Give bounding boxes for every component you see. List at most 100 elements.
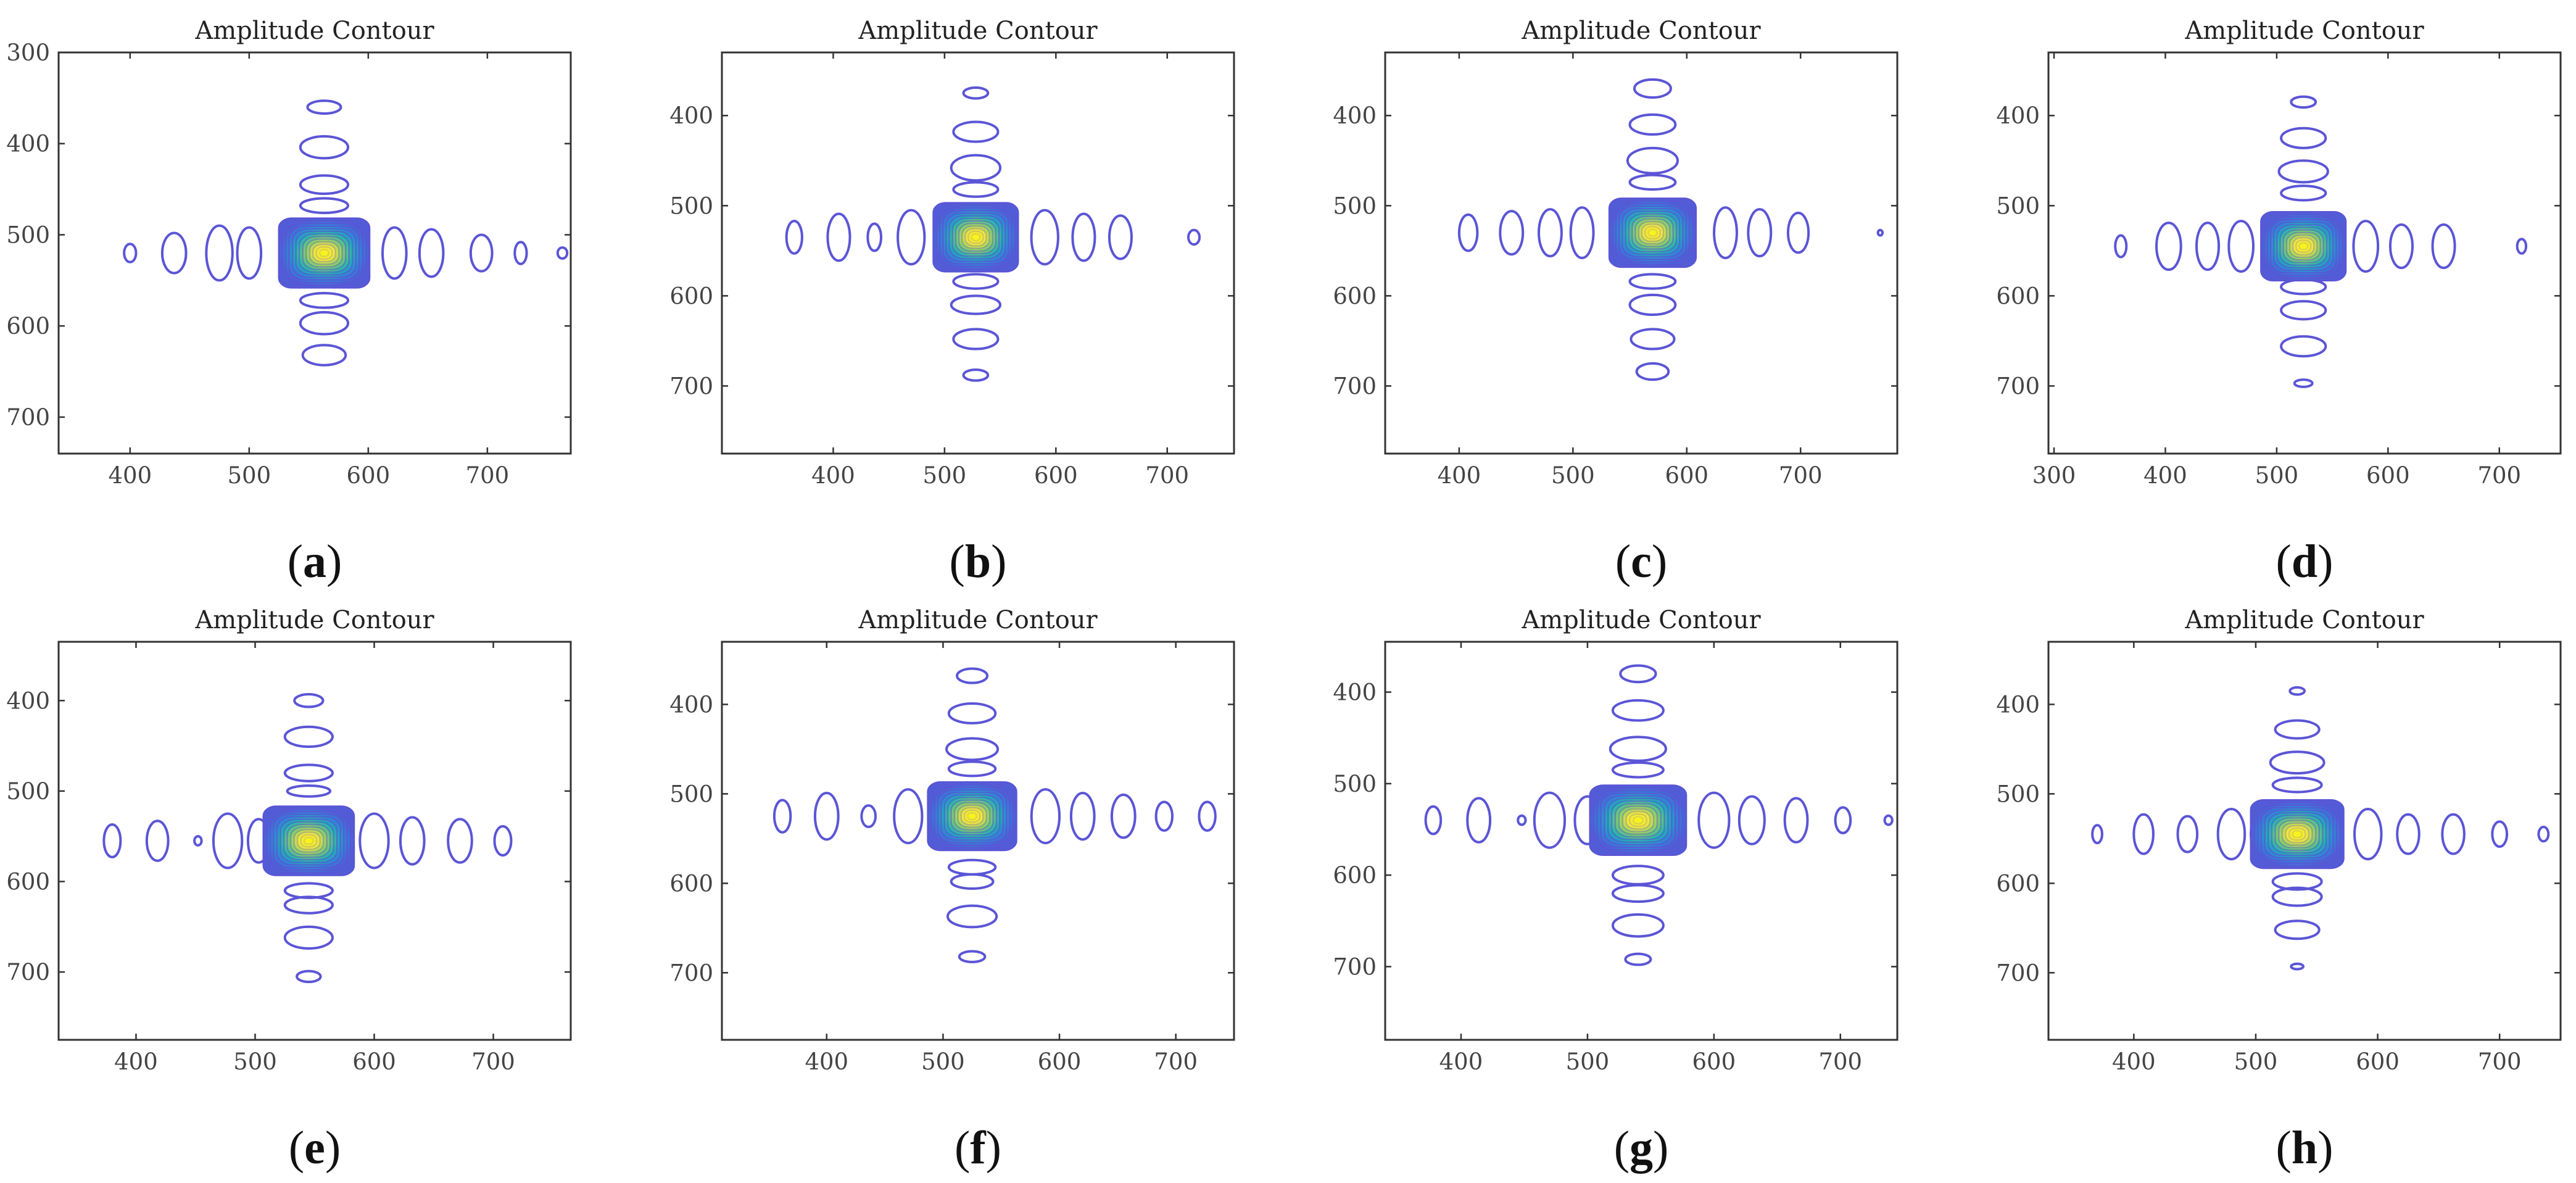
peak-contour-ring [315,246,333,260]
panel-g: Amplitude Contour 400 500 600 700 400 500 600 70… [1333,606,1899,1174]
chart-title: Amplitude Contour [194,606,434,634]
x-tick-label: 600 [352,1048,396,1075]
y-lobe-contour [2280,335,2327,358]
main-peak [932,202,1019,273]
y-lobe-contour [2274,719,2321,740]
y-lobe-contour [283,763,334,782]
x-lobe-contour [2155,222,2182,272]
chart-title: Amplitude Contour [858,606,1098,634]
x-tick-label: 400 [805,1048,848,1075]
peak-contour-ring [281,220,367,286]
y-tick-label: 500 [669,781,713,807]
peak-contour-ring [942,210,1009,265]
y-lobe-contour [952,328,1000,351]
x-lobe-contour [1457,213,1479,252]
y-lobe-contour [1611,699,1665,722]
x-lobe-contour [813,791,840,841]
peak-contour-ring [302,236,347,270]
panel-h: Amplitude Contour 400 500 600 700 400 500 600 70… [1996,606,2562,1174]
y-lobe-contour [950,294,1002,315]
peak-contour-ring [1607,797,1669,843]
x-tick-label: 400 [811,462,855,489]
y-lobe-contour [1611,884,1665,903]
y-lobe-contour [952,120,1000,143]
x-lobe-contour [2353,808,2383,861]
peak-contour-ring [2266,216,2340,276]
y-lobe-contour [1628,273,1677,290]
y-tick-label: 500 [6,778,50,805]
peak-contour-ring [276,816,341,866]
y-lobe-contour [956,667,989,684]
x-lobe-contour [1876,228,1884,237]
x-lobe-contour [2441,813,2466,855]
x-lobe-contour [897,209,926,266]
y-lobe-contour [945,737,1000,762]
y-lobe-contour [1630,328,1676,351]
x-tick-label: 700 [1154,1048,1198,1075]
x-tick-label: 700 [2477,462,2521,489]
peak-contour-ring [1600,792,1676,849]
x-lobe-contour [866,222,883,252]
y-tick-label: 600 [1996,870,2040,897]
y-lobe-contour [952,273,1000,290]
x-tick-label: 500 [921,1048,965,1075]
peak-contour-ring [2272,221,2334,272]
y-tick-label: 500 [1996,193,2040,219]
x-tick-label: 700 [471,1048,515,1075]
y-tick-label: 600 [6,313,50,339]
x-tick-label: 600 [1038,1048,1082,1075]
x-tick-label: 300 [2032,462,2076,489]
peak-contour-ring [2292,236,2315,256]
peak-contour-ring [291,228,357,278]
peak-contour-ring [1625,810,1651,830]
y-tick-label: 400 [1333,679,1377,706]
main-peak [927,781,1017,852]
peak-contour-ring [2298,242,2309,251]
y-lobe-contour [2280,127,2327,149]
y-lobe-contour [286,784,332,798]
y-lobe-contour [283,725,334,749]
peak-contour-ring [284,223,364,283]
main-peak [2250,799,2345,870]
y-tick-label: 700 [1996,373,2040,399]
peak-contour-ring [305,238,344,268]
y-tick-label: 400 [1996,691,2040,718]
y-lobe-contour [283,895,334,915]
peak-contour-ring [298,233,350,273]
y-tick-label: 500 [669,193,713,219]
y-tick-label: 600 [6,868,50,895]
x-lobe-contour [2516,238,2528,255]
y-lobe-contour [2271,886,2323,907]
peak-contour-ring [296,831,321,850]
x-lobe-contour [1030,209,1059,266]
x-lobe-contour [193,835,203,847]
peak-contour-ring [1615,202,1691,263]
main-peak [262,805,355,876]
peak-contour-ring [300,834,318,848]
panel-label: (a) [288,536,342,587]
y-tick-label: 300 [6,39,50,66]
peak-contour-ring [937,789,1008,844]
y-lobe-contour [1628,293,1677,317]
x-lobe-contour [1538,208,1563,258]
x-lobe-contour [493,825,513,857]
chart-title: Amplitude Contour [2184,17,2424,45]
y-tick-label: 500 [1333,193,1377,219]
x-lobe-contour [1747,208,1773,258]
x-lobe-contour [1533,791,1567,849]
x-tick-label: 500 [2255,462,2299,489]
y-lobe-contour [1611,761,1665,779]
y-lobe-contour [1624,952,1652,966]
chart-title: Amplitude Contour [858,17,1098,45]
panel-b: Amplitude Contour 400 500 600 700 400 500 600 70… [669,17,1235,587]
y-lobe-contour [2290,95,2317,109]
y-tick-label: 700 [6,404,50,431]
y-lobe-contour [2271,872,2323,891]
peak-contour-ring [1628,213,1678,252]
peak-contour-ring [946,797,998,836]
y-lobe-contour [2288,686,2306,696]
x-lobe-contour [860,804,877,829]
x-lobe-contour [2431,223,2456,270]
peak-contour-ring [1614,803,1662,838]
x-lobe-contour [556,246,569,260]
